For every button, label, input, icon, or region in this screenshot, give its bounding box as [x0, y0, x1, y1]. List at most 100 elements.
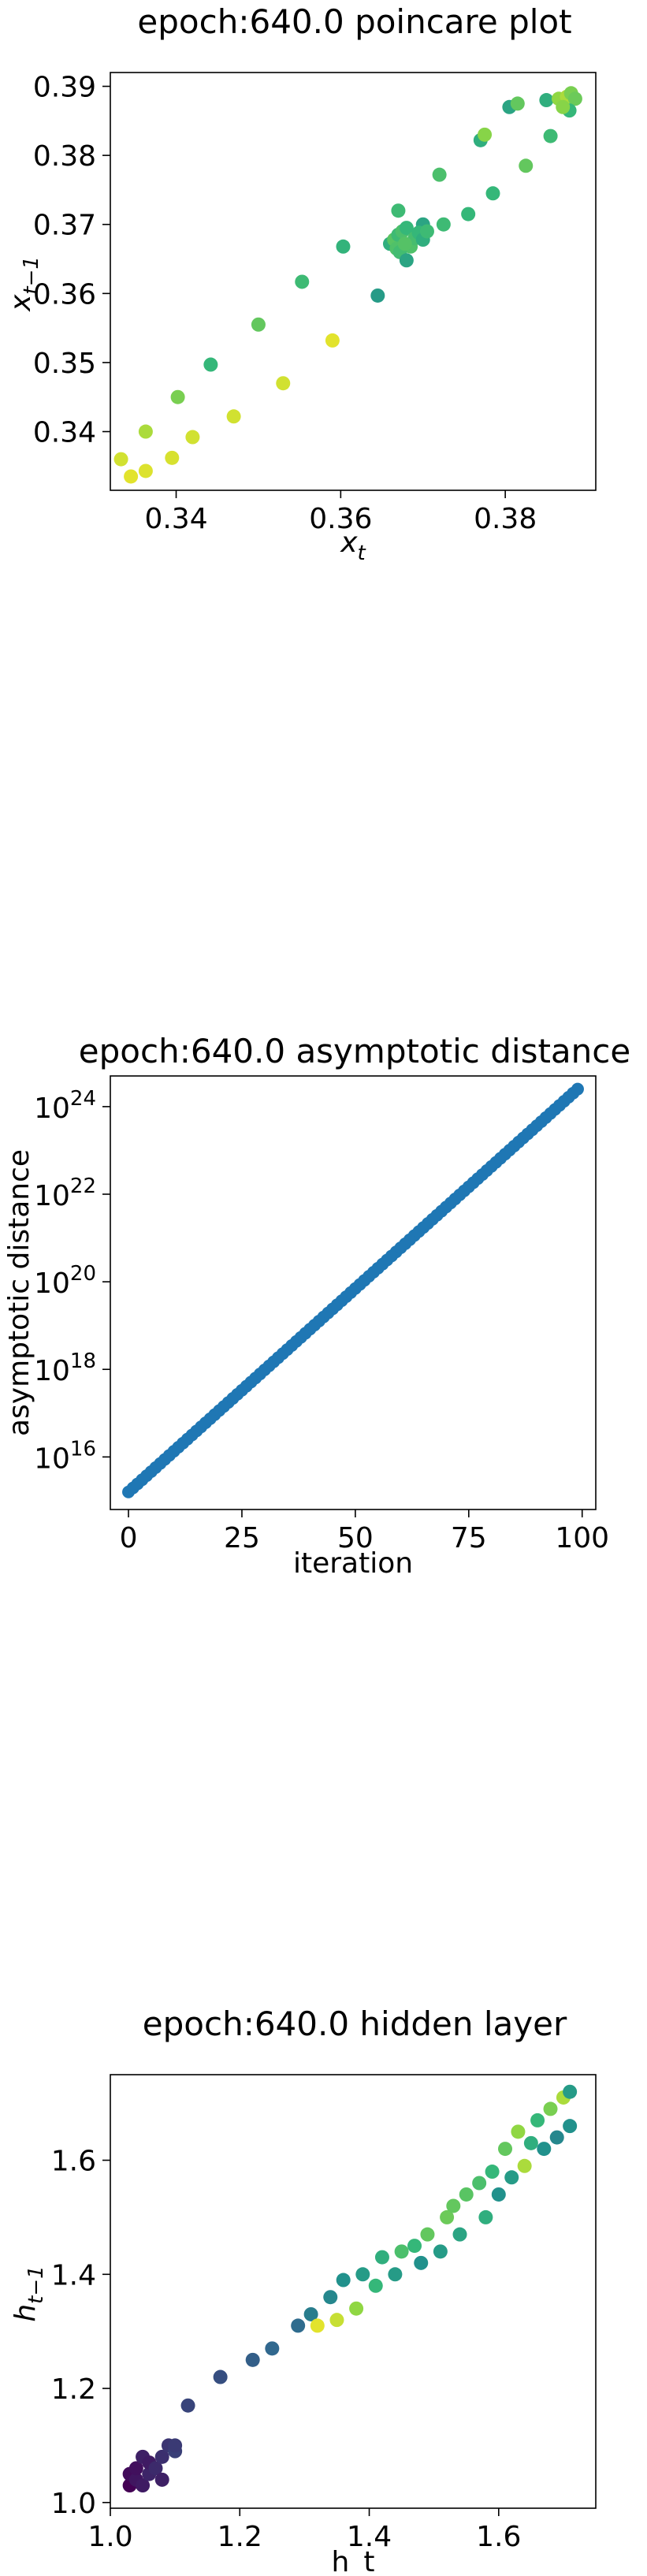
data-point	[519, 158, 534, 173]
data-point	[391, 203, 406, 218]
x-axis-label: xt	[340, 527, 366, 565]
y-axis: 1.0 1.2 1.4 1.6	[51, 2146, 110, 2520]
data-point	[440, 2209, 455, 2224]
x-tick-label: 1.6	[476, 2521, 521, 2553]
x-axis-label: h_t	[332, 2546, 375, 2576]
data-point	[136, 2478, 151, 2493]
y-axis: 1016 1018 1020 1022 1024	[34, 1087, 110, 1475]
y-tick-label: 1.6	[51, 2146, 96, 2178]
data-point	[539, 93, 554, 108]
data-point	[397, 236, 412, 251]
data-point	[461, 207, 476, 221]
scatter-points	[113, 86, 582, 484]
data-point	[336, 2273, 351, 2288]
data-point	[154, 2449, 169, 2464]
y-tick-label: 0.38	[33, 140, 96, 173]
data-point	[113, 452, 128, 467]
x-tick-label: 1.2	[218, 2521, 262, 2553]
data-point	[168, 2438, 183, 2453]
y-tick-label: 0.39	[33, 72, 96, 104]
y-tick-label: 0.37	[33, 210, 96, 242]
data-point	[436, 217, 451, 232]
y-tick-label: 1.4	[51, 2259, 96, 2291]
y-tick-label: 1022	[34, 1174, 96, 1212]
x-tick-label: 0	[120, 1522, 138, 1554]
x-tick-label: 1.0	[87, 2521, 132, 2553]
x-tick-label: 0.36	[309, 503, 372, 535]
data-point	[537, 2142, 552, 2157]
data-point	[485, 2165, 500, 2180]
data-point	[370, 288, 385, 303]
data-point	[459, 2187, 474, 2202]
data-point	[310, 2318, 325, 2333]
data-point	[472, 2176, 487, 2191]
data-point	[265, 2341, 280, 2356]
data-point	[563, 2084, 578, 2099]
x-axis: 0.34 0.36 0.38	[144, 490, 537, 535]
plot-frame	[110, 2074, 597, 2509]
data-point	[432, 167, 447, 182]
scatter-points	[122, 2084, 578, 2493]
chart-title: epoch:640.0 poincare plot	[137, 2, 571, 41]
data-point	[420, 2227, 435, 2242]
data-point	[323, 2290, 338, 2305]
data-point	[419, 224, 434, 239]
plot-frame	[110, 72, 597, 491]
data-point	[213, 2369, 228, 2384]
x-axis-label: iteration	[293, 1547, 413, 1580]
data-point	[355, 2267, 370, 2282]
x-tick-label: 75	[451, 1522, 487, 1554]
asymptotic-distance-chart: epoch:640.0 asymptotic distance 0 25 50 75 1…	[3, 1032, 630, 1580]
y-tick-label: 0.36	[33, 278, 96, 311]
data-point	[349, 2301, 364, 2316]
y-axis: 0.34 0.35 0.36 0.37 0.38 0.39	[33, 72, 110, 449]
hidden-layer-chart: epoch:640.0 hidden layer 1.0 1.2 1.4 1.6 1.…	[9, 2005, 597, 2576]
y-axis-label: ht−1	[9, 2265, 48, 2321]
data-point	[433, 2244, 448, 2259]
data-point	[549, 2130, 564, 2145]
data-point	[276, 376, 291, 391]
y-tick-label: 1024	[34, 1087, 96, 1125]
data-point	[138, 463, 153, 478]
y-tick-label: 1.0	[51, 2488, 96, 2520]
data-point	[170, 389, 185, 404]
data-point	[329, 2313, 344, 2328]
data-point	[128, 2461, 143, 2476]
y-tick-label: 0.34	[33, 417, 96, 449]
x-tick-label: 50	[337, 1522, 374, 1554]
y-tick-label: 1016	[34, 1437, 96, 1475]
data-point	[336, 239, 351, 254]
data-point	[245, 2352, 260, 2367]
data-point	[374, 2250, 389, 2265]
data-point	[325, 333, 340, 348]
data-point	[388, 2267, 403, 2282]
data-point	[571, 1082, 584, 1096]
data-point	[407, 2239, 422, 2254]
x-tick-label: 25	[224, 1522, 260, 1554]
y-axis-label: xt−1	[5, 256, 43, 312]
x-tick-label: 0.34	[144, 503, 207, 535]
data-point	[478, 127, 493, 142]
data-point	[452, 2227, 467, 2242]
y-tick-label: 0.35	[33, 348, 96, 380]
x-tick-label: 1.4	[347, 2521, 392, 2553]
data-point	[303, 2306, 318, 2321]
data-point	[530, 2113, 545, 2127]
data-point	[523, 2135, 538, 2150]
data-point	[543, 2101, 558, 2116]
y-axis-label: asymptotic distance	[3, 1149, 35, 1436]
data-point	[138, 424, 153, 439]
chart-title: epoch:640.0 hidden layer	[143, 2005, 567, 2043]
y-tick-label: 1018	[34, 1349, 96, 1387]
plot-frame	[110, 1075, 597, 1510]
data-point	[226, 409, 241, 424]
data-point	[517, 2158, 532, 2173]
data-point	[394, 2244, 409, 2259]
data-point	[567, 91, 582, 106]
data-point	[543, 128, 558, 143]
poincare-plot-chart: epoch:640.0 poincare plot 0.34 0.36 0.38 0…	[5, 2, 597, 565]
data-point	[511, 2124, 526, 2139]
data-point	[251, 317, 266, 332]
data-point	[563, 2119, 578, 2134]
y-tick-label: 1.2	[51, 2373, 96, 2406]
